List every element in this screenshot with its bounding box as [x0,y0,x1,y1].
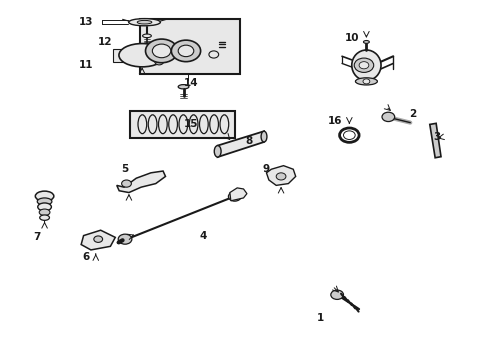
Circle shape [171,40,200,62]
Ellipse shape [157,49,172,60]
Ellipse shape [40,215,49,220]
Text: 13: 13 [79,17,93,27]
Ellipse shape [38,203,51,211]
Ellipse shape [155,58,163,65]
Ellipse shape [261,131,266,142]
Text: 5: 5 [121,164,128,174]
FancyBboxPatch shape [113,49,122,62]
Circle shape [178,45,193,57]
Ellipse shape [137,21,152,24]
Text: 1: 1 [316,313,323,323]
Circle shape [145,39,177,63]
Text: 7: 7 [34,232,41,242]
Ellipse shape [119,44,165,67]
Ellipse shape [142,34,151,38]
Ellipse shape [214,145,221,157]
Circle shape [228,192,241,201]
Ellipse shape [355,78,377,85]
Circle shape [362,79,369,84]
Circle shape [276,173,285,180]
Text: 14: 14 [183,78,198,88]
Circle shape [152,44,170,58]
Ellipse shape [128,19,160,26]
Polygon shape [429,123,440,158]
Text: 16: 16 [327,116,341,126]
Ellipse shape [351,50,380,81]
Text: 9: 9 [263,164,269,174]
Ellipse shape [39,209,50,216]
Ellipse shape [35,191,54,201]
Text: 10: 10 [344,33,358,43]
Text: 2: 2 [408,109,415,119]
FancyBboxPatch shape [130,111,234,138]
Circle shape [330,290,343,300]
Ellipse shape [363,41,368,43]
Text: 4: 4 [199,231,206,240]
Polygon shape [266,166,295,185]
Text: 15: 15 [183,120,198,129]
Text: 12: 12 [98,37,113,47]
Ellipse shape [178,85,188,89]
Circle shape [353,58,373,72]
Text: 6: 6 [82,252,89,262]
Circle shape [118,234,132,244]
Circle shape [94,236,102,242]
Polygon shape [229,188,246,201]
Text: 3: 3 [432,132,440,142]
Polygon shape [217,131,264,157]
Circle shape [358,62,368,69]
Polygon shape [117,171,165,193]
Circle shape [381,112,394,122]
FancyBboxPatch shape [140,19,239,74]
Polygon shape [81,230,115,250]
Text: 11: 11 [79,60,93,70]
Ellipse shape [37,198,52,205]
Ellipse shape [160,51,169,58]
Text: 8: 8 [245,136,252,145]
Circle shape [122,180,131,187]
